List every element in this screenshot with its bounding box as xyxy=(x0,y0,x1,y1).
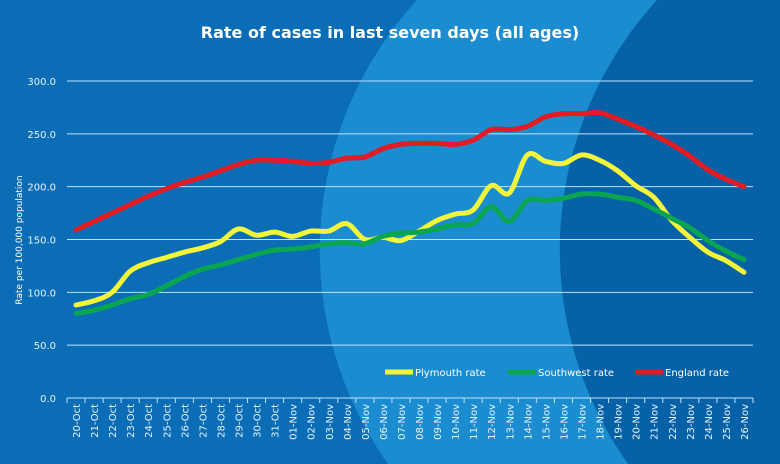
x-tick-label: 23-Nov xyxy=(686,404,697,440)
y-axis-label: Rate per 100,000 population xyxy=(15,175,25,304)
x-tick-label: 19-Nov xyxy=(614,404,625,440)
x-tick-label: 02-Nov xyxy=(307,404,318,440)
y-tick-label: 50.0 xyxy=(34,341,56,352)
x-tick-label: 21-Nov xyxy=(650,404,661,440)
x-tick-label: 22-Nov xyxy=(668,404,679,440)
x-tick-label: 21-Oct xyxy=(90,404,101,438)
x-tick-label: 31-Oct xyxy=(271,404,282,438)
x-tick-label: 18-Nov xyxy=(596,404,607,440)
x-tick-label: 04-Nov xyxy=(343,404,354,440)
x-tick-label: 29-Oct xyxy=(235,404,246,438)
x-tick-label: 27-Oct xyxy=(198,404,209,438)
x-tick-label: 12-Nov xyxy=(487,404,498,440)
x-tick-label: 11-Nov xyxy=(469,404,480,440)
x-tick-label: 17-Nov xyxy=(578,404,589,440)
x-tick-label: 09-Nov xyxy=(433,404,444,440)
x-tick-label: 08-Nov xyxy=(415,404,426,440)
chart-title: Rate of cases in last seven days (all ag… xyxy=(201,23,579,42)
x-tick-label: 25-Oct xyxy=(162,404,173,438)
x-tick-label: 13-Nov xyxy=(505,404,516,440)
x-tick-label: 23-Oct xyxy=(126,404,137,438)
series-line-southwest-rate xyxy=(73,191,747,316)
x-tick-label: 06-Nov xyxy=(379,404,390,440)
x-tick-label: 26-Nov xyxy=(740,404,751,440)
y-tick-label: 250.0 xyxy=(27,130,56,141)
y-tick-label: 300.0 xyxy=(27,77,56,88)
x-tick-label: 10-Nov xyxy=(451,404,462,440)
x-tick-label: 20-Nov xyxy=(632,404,643,440)
y-tick-label: 100.0 xyxy=(27,288,56,299)
x-tick-label: 25-Nov xyxy=(722,404,733,440)
x-tick-label: 16-Nov xyxy=(559,404,570,440)
x-tick-label: 30-Oct xyxy=(253,404,264,438)
x-tick-label: 15-Nov xyxy=(541,404,552,440)
x-tick-label: 22-Oct xyxy=(108,404,119,438)
series-line-england-rate xyxy=(73,109,747,233)
x-tick-label: 14-Nov xyxy=(523,404,534,440)
y-tick-label: 150.0 xyxy=(27,236,56,247)
legend-label: Southwest rate xyxy=(538,368,614,379)
x-tick-label: 03-Nov xyxy=(325,404,336,440)
y-tick-label: 200.0 xyxy=(27,183,56,194)
x-tick-label: 20-Oct xyxy=(72,404,83,438)
x-tick-label: 24-Nov xyxy=(704,404,715,440)
legend-label: Plymouth rate xyxy=(415,368,486,379)
x-tick-label: 26-Oct xyxy=(180,404,191,438)
x-tick-label: 05-Nov xyxy=(361,404,372,440)
series-line-plymouth-rate xyxy=(73,151,747,308)
legend-label: England rate xyxy=(665,368,729,379)
x-tick-label: 28-Oct xyxy=(216,404,227,438)
x-tick-label: 01-Nov xyxy=(289,404,300,440)
x-tick-label: 07-Nov xyxy=(397,404,408,440)
x-tick-label: 24-Oct xyxy=(144,404,155,438)
y-tick-label: 0.0 xyxy=(40,394,56,405)
